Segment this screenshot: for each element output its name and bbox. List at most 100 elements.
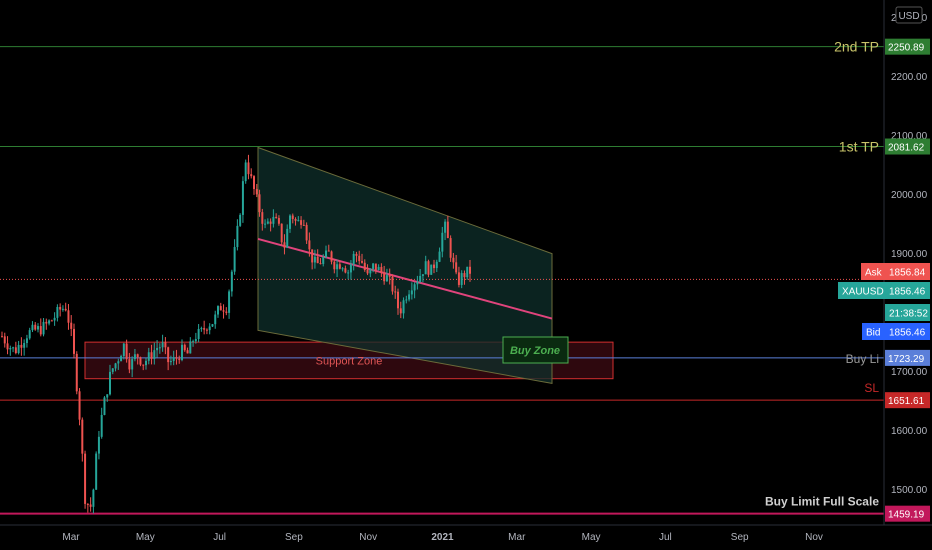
candle-body xyxy=(50,320,53,322)
candle-body xyxy=(416,281,419,285)
candle-body xyxy=(313,256,316,263)
candle-body xyxy=(73,328,75,354)
candle-body xyxy=(169,361,172,363)
candle-body xyxy=(164,342,167,348)
candle-body xyxy=(338,264,341,269)
price-axis[interactable]: 1500.001600.001700.001800.001900.002000.… xyxy=(838,0,932,525)
time-tick-label: Jul xyxy=(213,532,226,543)
price-tick-label: 2000.00 xyxy=(891,190,928,201)
candle-body xyxy=(78,391,81,420)
candle-body xyxy=(37,326,39,330)
time-tick-label: Sep xyxy=(731,532,749,543)
candle-body xyxy=(133,354,136,360)
price-tick-label: 1700.00 xyxy=(891,367,928,378)
candle-body xyxy=(228,291,231,313)
candle-body xyxy=(394,291,397,293)
candle-body xyxy=(250,174,253,177)
price-tick-label: 2200.00 xyxy=(891,72,928,83)
candle-body xyxy=(128,359,131,370)
candle-body xyxy=(289,215,291,229)
time-tick-label: Nov xyxy=(805,532,823,543)
last-price-box xyxy=(885,282,930,299)
candle-body xyxy=(222,310,225,312)
candle-body xyxy=(397,291,399,309)
candle-body xyxy=(131,359,134,370)
candle-body xyxy=(277,218,280,224)
bid-price-box xyxy=(885,323,930,340)
candle-body xyxy=(75,353,78,392)
candle-body xyxy=(200,328,203,330)
candle-body xyxy=(402,300,405,314)
buy-zone-box[interactable]: Buy Zone xyxy=(502,336,569,364)
candle-body xyxy=(372,263,375,269)
candle-body xyxy=(408,294,411,300)
price-axis-background xyxy=(884,0,932,525)
candle-body xyxy=(161,342,164,348)
candle-body xyxy=(230,271,233,292)
candle-body xyxy=(189,341,192,354)
candle-body xyxy=(95,453,98,490)
candle-body xyxy=(361,261,363,263)
candle-body xyxy=(233,247,236,272)
ask-label-box xyxy=(861,263,885,280)
candle-body xyxy=(117,361,120,364)
candle-body xyxy=(86,503,89,505)
descending-channel[interactable] xyxy=(257,146,553,385)
candle-body xyxy=(48,320,51,324)
candle-body xyxy=(114,363,117,369)
candle-body xyxy=(255,189,258,195)
ask-label: Ask xyxy=(865,268,883,279)
candle-body xyxy=(449,238,452,258)
candle-body xyxy=(333,261,336,270)
candle-body xyxy=(106,394,109,398)
candle-body xyxy=(280,223,283,243)
candle-body xyxy=(316,256,319,264)
currency-selector[interactable]: USD xyxy=(895,6,923,24)
candle-body xyxy=(460,273,463,285)
time-axis[interactable]: Mar May Jul Sep Nov 2021 Mar May Jul Sep Nov xyxy=(0,524,932,543)
candle-body xyxy=(59,306,62,310)
candle-body xyxy=(457,272,460,285)
candle-body xyxy=(142,364,145,366)
candle-body xyxy=(217,306,219,315)
candle-body xyxy=(399,308,402,314)
candle-body xyxy=(441,232,444,252)
candle-body xyxy=(12,347,15,349)
candle-body xyxy=(53,317,56,321)
candle-body xyxy=(183,344,186,351)
time-tick-labels: Mar May Jul Sep Nov 2021 Mar May Jul Sep Nov xyxy=(62,532,823,543)
candle-body xyxy=(178,358,181,360)
candle-body xyxy=(167,347,170,363)
candle-body xyxy=(366,269,369,274)
candle-body xyxy=(211,324,214,327)
candle-body xyxy=(347,272,350,274)
candle-body xyxy=(352,253,355,265)
candle-body xyxy=(67,310,70,323)
candle-body xyxy=(214,314,217,325)
candle-body xyxy=(430,264,433,275)
level-price-tag xyxy=(885,505,930,522)
candle-body xyxy=(181,344,183,360)
candle-body xyxy=(61,308,64,310)
candle-body xyxy=(136,354,139,358)
candle-body xyxy=(446,221,449,239)
price-tick-label: 1500.00 xyxy=(891,485,928,496)
candle-body xyxy=(283,242,286,248)
candle-body xyxy=(81,419,84,454)
quote-tags: Ask 1856.84 XAUUSD 1856.46 21:38:52 Bid 1856.4… xyxy=(838,263,930,340)
support-zone-label: Support Zone xyxy=(316,355,383,367)
candle-body xyxy=(421,274,424,276)
candle-body xyxy=(427,261,430,275)
candle-body xyxy=(261,212,264,224)
candle-body xyxy=(219,306,222,311)
candle-body xyxy=(156,348,159,351)
candle-body xyxy=(186,350,189,354)
candle-body xyxy=(377,266,380,271)
time-tick-label: Nov xyxy=(359,532,377,543)
candle-body xyxy=(1,336,3,338)
candle-body xyxy=(380,266,383,273)
candle-body xyxy=(125,343,128,360)
candle-body xyxy=(264,223,267,225)
time-tick-label: May xyxy=(136,532,155,543)
